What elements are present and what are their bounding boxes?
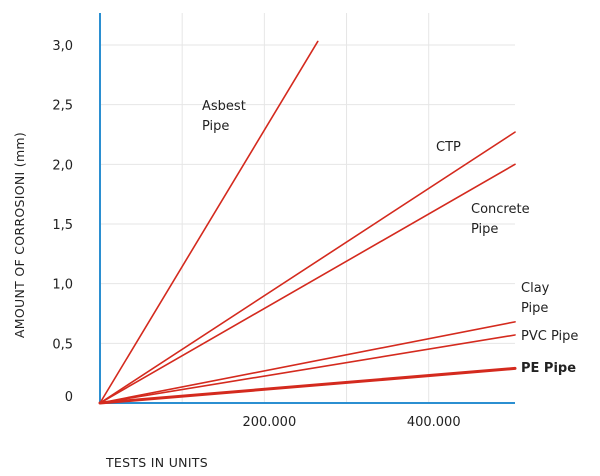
y-tick-label: 2,0 (52, 158, 73, 173)
y-tick-label: 0,5 (52, 337, 73, 352)
series-line-pe-pipe (98, 366, 517, 405)
y-tick-labels: 0 0,5 1,0 1,5 2,0 2,5 3,0 (52, 39, 73, 405)
series-label-pvc-pipe: PVC Pipe (521, 329, 578, 344)
series-label-concrete-pipe: Concrete Pipe (471, 202, 530, 237)
x-axis-title: TESTS IN UNITS (105, 455, 208, 470)
y-tick-label: 1,5 (52, 218, 73, 233)
series-line-pvc-pipe (99, 334, 516, 404)
series-label-line: Pipe (521, 301, 548, 316)
series-label-clay-pipe: Clay Pipe (521, 281, 550, 316)
series-label-line: Concrete (471, 202, 530, 217)
series-label-line: Pipe (471, 222, 498, 237)
series-labels: Asbest Pipe CTP Concrete Pipe Clay Pipe PVC Pip… (202, 99, 578, 376)
series-label-line: PE Pipe (521, 361, 576, 376)
series-label-pe-pipe: PE Pipe (521, 361, 576, 376)
x-tick-label: 200.000 (242, 415, 296, 430)
x-tick-label: 400.000 (407, 415, 461, 430)
y-tick-label: 2,5 (52, 99, 73, 114)
series-label-line: Asbest (202, 99, 246, 114)
series-line-clay-pipe (99, 321, 516, 404)
y-tick-label: 0 (65, 390, 73, 405)
series-lines (98, 40, 517, 405)
y-axis-title: AMOUNT OF CORROSIONI (mm) (12, 132, 27, 338)
series-label-asbest-pipe: Asbest Pipe (202, 99, 246, 134)
axes (99, 13, 515, 404)
series-label-line: Clay (521, 281, 550, 296)
x-tick-labels: 200.000 400.000 (242, 415, 460, 430)
series-label-ctp: CTP (436, 140, 461, 155)
series-label-line: Pipe (202, 119, 229, 134)
y-tick-label: 1,0 (52, 278, 73, 293)
series-line-concrete-pipe (99, 163, 516, 404)
series-label-line: CTP (436, 140, 461, 155)
series-line-ctp (99, 131, 516, 404)
series-line-asbest-pipe (99, 40, 319, 404)
series-label-line: PVC Pipe (521, 329, 578, 344)
y-tick-label: 3,0 (52, 39, 73, 54)
